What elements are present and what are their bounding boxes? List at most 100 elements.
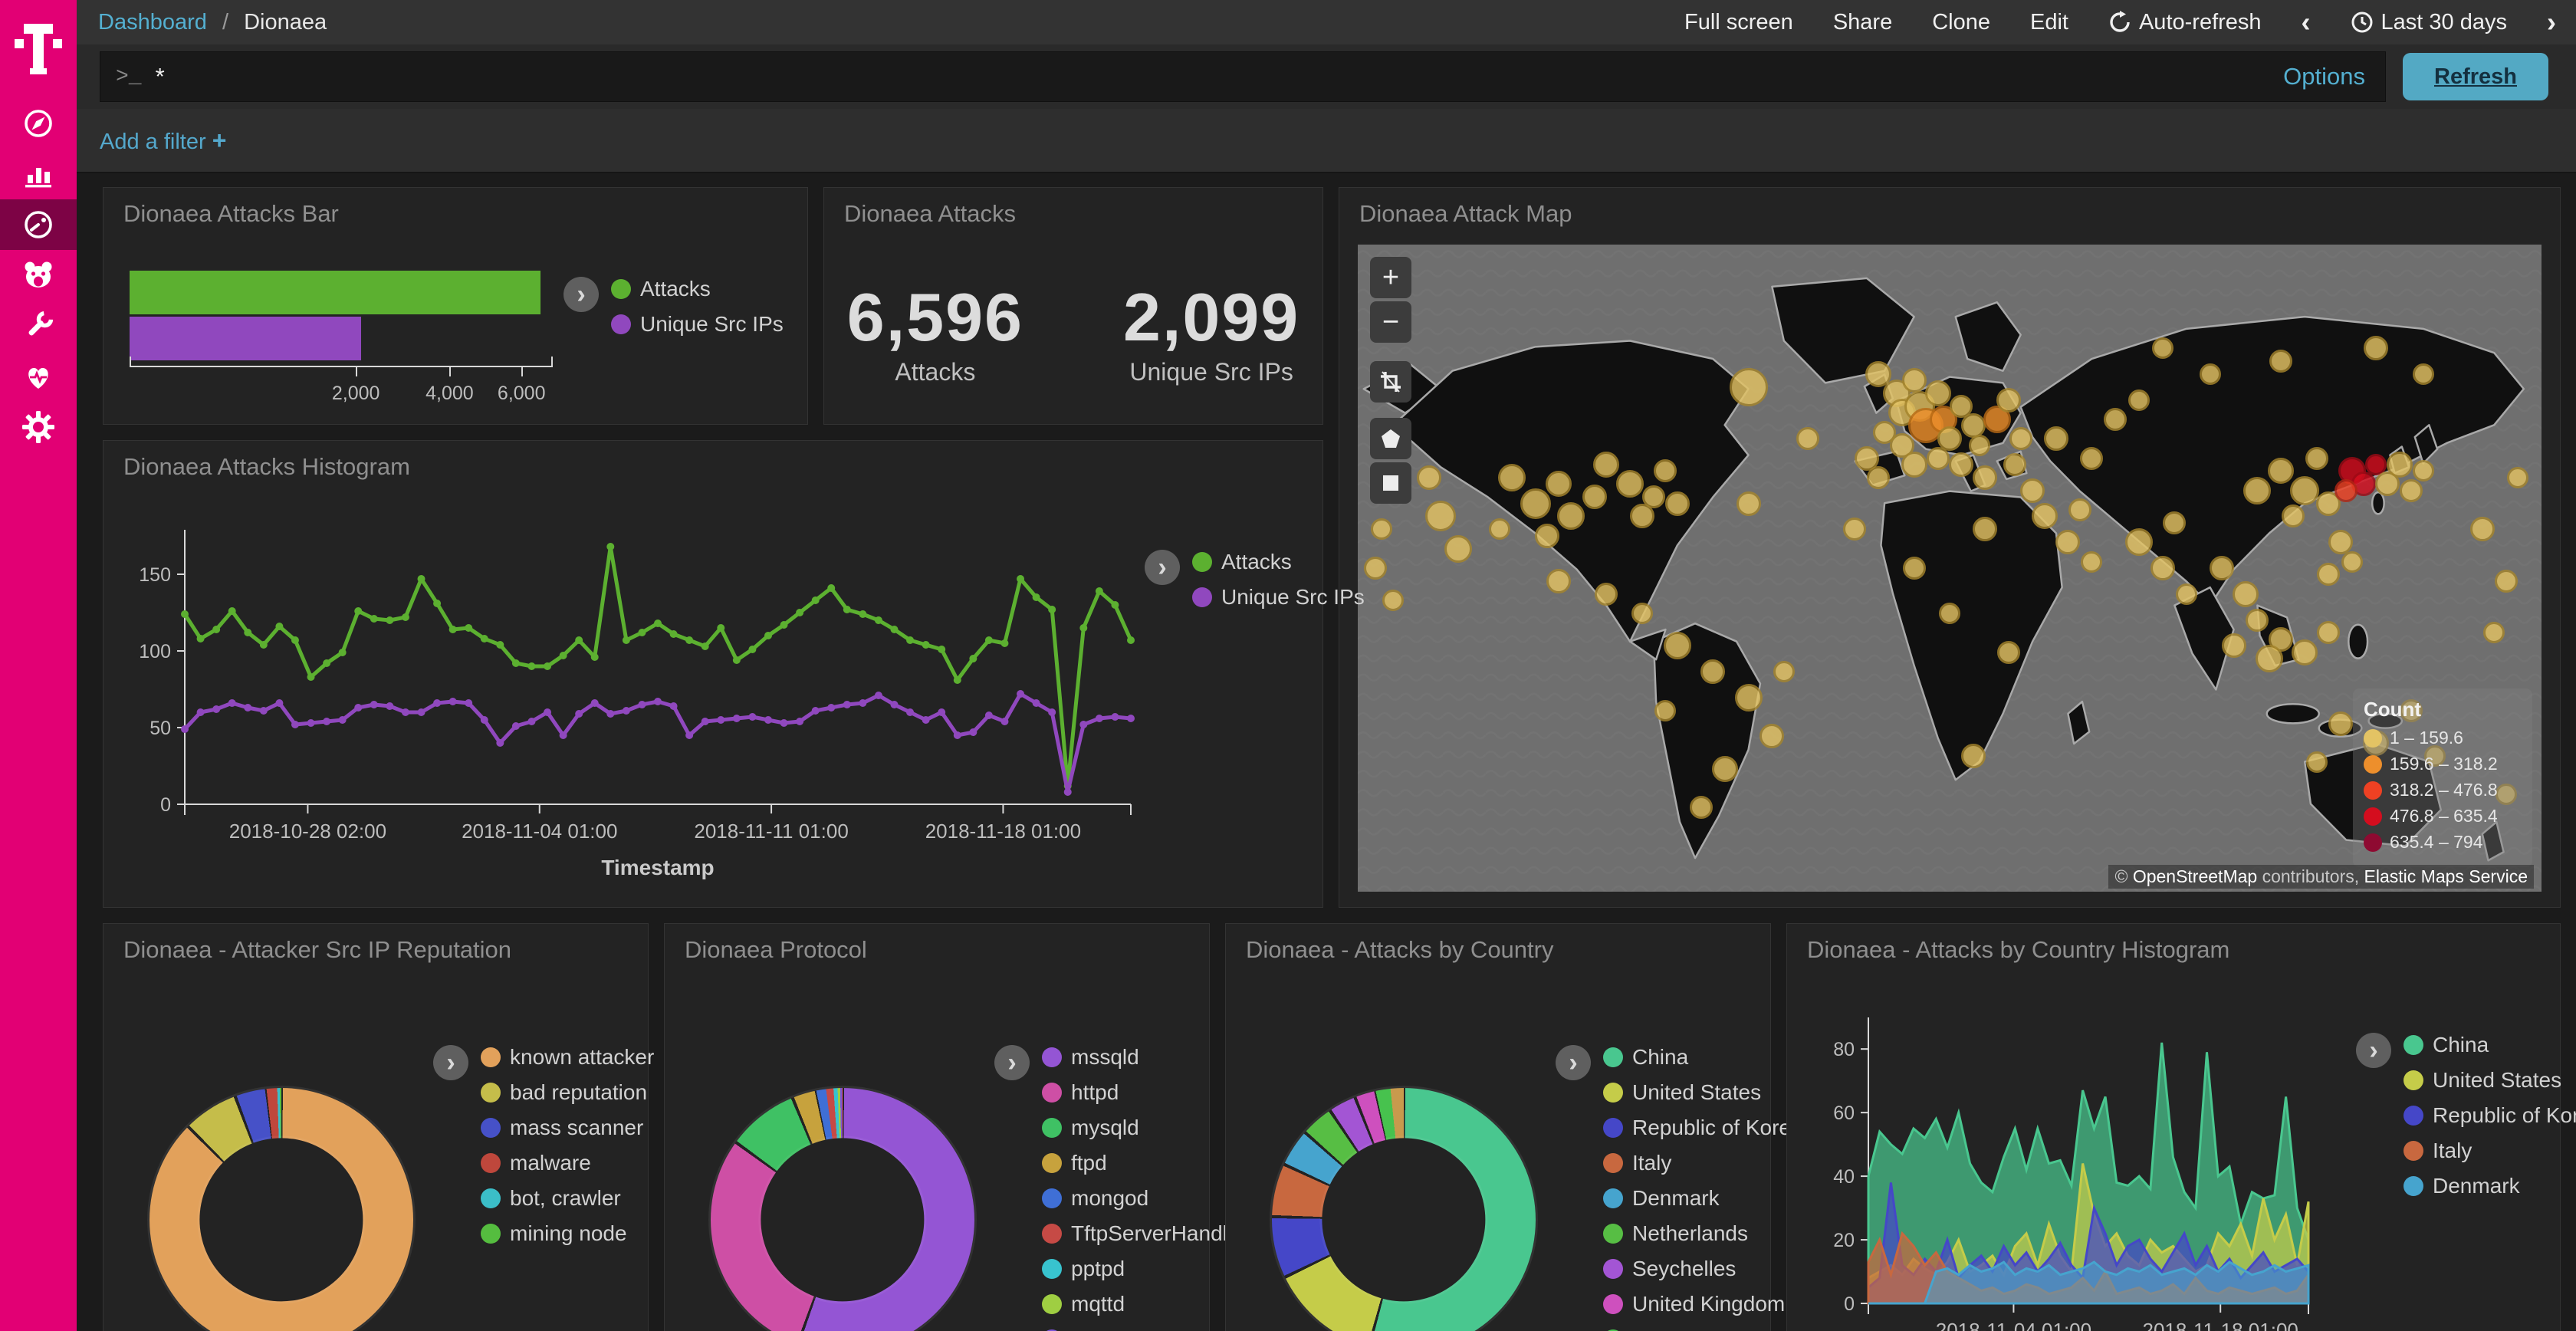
map-marker xyxy=(2125,528,2154,557)
t-mobile-logo[interactable] xyxy=(0,0,77,98)
legend-item[interactable]: bot, crawler xyxy=(481,1186,654,1211)
legend-item[interactable]: Denmark xyxy=(2404,1174,2576,1198)
legend-item[interactable]: China xyxy=(2404,1033,2576,1057)
legend-item[interactable]: Attacks xyxy=(611,277,784,301)
elastic-maps-service-link[interactable]: Elastic Maps Service xyxy=(2364,866,2528,886)
legend-toggle-icon[interactable]: › xyxy=(1145,550,1180,585)
svg-text:2018-11-04 01:00: 2018-11-04 01:00 xyxy=(462,820,617,843)
legend-toggle-icon[interactable]: › xyxy=(2356,1033,2391,1068)
legend-item[interactable]: malware xyxy=(481,1151,654,1175)
gear-icon xyxy=(21,409,56,445)
metric-row: 6,596 Attacks 2,099 Unique Src IPs xyxy=(824,278,1322,386)
sidebar-item-tpot[interactable] xyxy=(0,250,77,301)
sidebar-item-dashboard[interactable] xyxy=(0,199,77,250)
legend-label: httpd xyxy=(1071,1080,1119,1104)
metric-value: 6,596 xyxy=(846,279,1024,355)
clone-button[interactable]: Clone xyxy=(1932,9,1990,35)
legend-item[interactable]: Netherlands xyxy=(1603,1221,1803,1246)
legend-item[interactable]: pptpd xyxy=(1042,1257,1247,1281)
search-input[interactable]: >_ * Options xyxy=(100,51,2386,102)
legend-dot-icon xyxy=(1603,1083,1623,1103)
legend-item[interactable]: Seychelles xyxy=(1603,1257,1803,1281)
bar-attacks[interactable] xyxy=(130,271,540,314)
legend-item[interactable]: TftpServerHandler xyxy=(1042,1221,1247,1246)
query-options-link[interactable]: Options xyxy=(2283,63,2365,90)
legend-item[interactable]: mongod xyxy=(1042,1186,1247,1211)
map-marker xyxy=(2424,744,2446,767)
map-legend-title: Count xyxy=(2364,698,2422,721)
add-filter-button[interactable]: Add a filter + xyxy=(100,126,227,154)
legend-toggle-icon[interactable]: › xyxy=(1556,1045,1591,1080)
legend-item[interactable]: United States xyxy=(1603,1080,1803,1105)
legend-item[interactable]: mqttd xyxy=(1042,1292,1247,1316)
compass-icon xyxy=(21,106,56,141)
donut-chart[interactable] xyxy=(1272,1088,1536,1331)
map-fit-data-button[interactable] xyxy=(1370,361,1411,403)
map-marker xyxy=(2364,453,2387,475)
map-zoom-in-button[interactable]: + xyxy=(1370,257,1411,298)
legend-item[interactable]: ftpdatalisten xyxy=(1042,1327,1247,1331)
svg-text:2018-11-18 01:00: 2018-11-18 01:00 xyxy=(2143,1319,2298,1331)
legend-item[interactable]: Russia xyxy=(1603,1327,1803,1331)
legend-item[interactable]: Republic of Korea xyxy=(1603,1116,1803,1140)
legend-label: pptpd xyxy=(1071,1257,1125,1280)
edit-button[interactable]: Edit xyxy=(2029,9,2068,35)
legend-item[interactable]: ftpd xyxy=(1042,1151,1247,1175)
legend-item[interactable]: Denmark xyxy=(1603,1186,1803,1211)
map-marker xyxy=(1663,632,1691,660)
sidebar-item-discover[interactable] xyxy=(0,98,77,149)
legend-toggle-icon[interactable]: › xyxy=(433,1045,468,1080)
legend-item[interactable]: Italy xyxy=(1603,1151,1803,1175)
refresh-button[interactable]: Refresh xyxy=(2403,53,2548,100)
svg-text:0: 0 xyxy=(1844,1293,1855,1315)
sidebar-item-visualize[interactable] xyxy=(0,149,77,199)
map-marker xyxy=(2104,407,2128,431)
donut-chart[interactable] xyxy=(711,1088,974,1331)
map-marker xyxy=(1489,518,1511,541)
legend-item[interactable]: Republic of Korea xyxy=(2404,1103,2576,1128)
time-range-picker[interactable]: Last 30 days xyxy=(2351,10,2507,35)
map-draw-polygon-button[interactable] xyxy=(1370,418,1411,459)
time-forward-chevron[interactable]: › xyxy=(2547,6,2556,38)
panel-attacks-by-country: Dionaea - Attacks by Country › China Unite… xyxy=(1225,923,1803,1331)
legend-item[interactable]: Attacks xyxy=(1192,550,1365,574)
openstreetmap-link[interactable]: OpenStreetMap xyxy=(2132,866,2258,886)
legend-label: TftpServerHandler xyxy=(1071,1221,1247,1245)
auto-refresh-button[interactable]: Auto-refresh xyxy=(2108,10,2262,35)
legend-toggle-icon[interactable]: › xyxy=(994,1045,1030,1080)
sidebar-item-dev-tools[interactable] xyxy=(0,301,77,351)
map-marker xyxy=(2281,504,2305,528)
legend-item[interactable]: United Kingdom xyxy=(1603,1292,1803,1316)
legend-item[interactable]: mass scanner xyxy=(481,1116,654,1140)
legend-item[interactable]: bad reputation xyxy=(481,1080,654,1105)
panel-title: Dionaea Protocol xyxy=(685,936,867,963)
legend-item[interactable]: Unique Src IPs xyxy=(1192,585,1365,610)
map-draw-rectangle-button[interactable] xyxy=(1370,462,1411,504)
world-map[interactable]: + − Count 1 xyxy=(1358,245,2542,892)
time-back-chevron[interactable]: ‹ xyxy=(2301,6,2311,38)
legend-item[interactable]: China xyxy=(1603,1045,1803,1070)
legend-item[interactable]: mssqld xyxy=(1042,1045,1247,1070)
legend-item[interactable]: Unique Src IPs xyxy=(611,312,784,337)
map-marker xyxy=(1546,568,1572,593)
donut-chart[interactable] xyxy=(150,1088,413,1331)
sidebar-item-management[interactable] xyxy=(0,402,77,452)
legend-toggle-icon[interactable]: › xyxy=(564,277,599,312)
legend-item[interactable]: mining node xyxy=(481,1221,654,1246)
fullscreen-button[interactable]: Full screen xyxy=(1684,9,1793,35)
map-zoom-out-button[interactable]: − xyxy=(1370,301,1411,343)
legend-item[interactable]: United States xyxy=(2404,1068,2576,1093)
svg-text:2018-11-18 01:00: 2018-11-18 01:00 xyxy=(925,820,1081,843)
legend-item[interactable]: mysqld xyxy=(1042,1116,1247,1140)
share-button[interactable]: Share xyxy=(1832,9,1893,35)
legend-dot-icon xyxy=(2404,1141,2423,1161)
panel-title: Dionaea Attacks Bar xyxy=(123,200,339,227)
bar-unique-src-ips[interactable] xyxy=(130,317,362,360)
map-marker xyxy=(2328,530,2353,555)
legend-item[interactable]: Italy xyxy=(2404,1139,2576,1163)
legend-item[interactable]: known attacker xyxy=(481,1045,654,1070)
legend-item[interactable]: httpd xyxy=(1042,1080,1247,1105)
map-marker xyxy=(2255,645,2283,673)
sidebar-item-monitoring[interactable] xyxy=(0,351,77,402)
breadcrumb-dashboard-link[interactable]: Dashboard xyxy=(98,9,207,35)
